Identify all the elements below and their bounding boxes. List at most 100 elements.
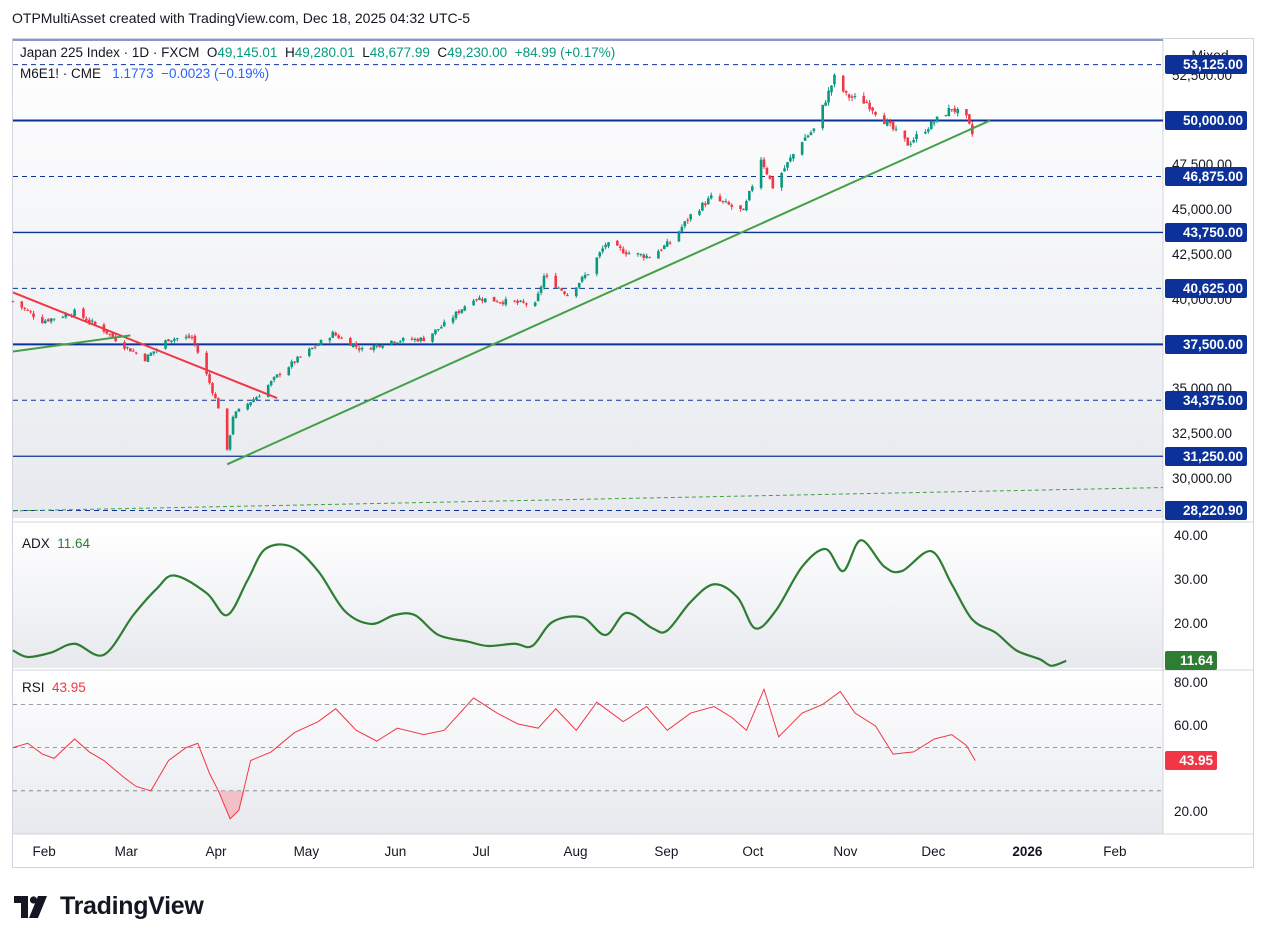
candle-body: [768, 175, 772, 179]
candle-body: [231, 416, 235, 435]
rsi-axis-tick: 80.00: [1174, 674, 1208, 690]
time-axis-label: Apr: [205, 844, 227, 859]
low-value: 48,677.99: [369, 45, 430, 60]
candle-body: [451, 317, 455, 323]
candle-body: [847, 94, 851, 98]
candle-body: [401, 338, 405, 341]
candle-body: [827, 90, 830, 103]
candle-body: [888, 121, 892, 124]
candle-body: [381, 345, 384, 348]
candle-body: [718, 196, 722, 202]
candle-body: [26, 309, 29, 311]
candle-body: [278, 373, 282, 375]
time-axis-label: May: [293, 844, 320, 859]
candle-body: [114, 336, 117, 342]
candle-body: [750, 186, 754, 191]
price-level-badge[interactable]: 40,625.00: [1165, 278, 1247, 298]
tradingview-logo[interactable]: TradingView: [14, 892, 204, 921]
candle-body: [724, 201, 728, 203]
candle-body: [354, 343, 358, 347]
adx-name[interactable]: ADX: [22, 536, 50, 551]
candle-body: [607, 242, 610, 247]
candle-body: [871, 107, 874, 111]
candle-body: [149, 353, 153, 356]
rsi-legend: RSI 43.95: [22, 680, 86, 695]
candle-body: [792, 154, 795, 159]
candle-body: [935, 116, 939, 122]
rsi-axis-tick: 60.00: [1174, 718, 1208, 733]
candle-body: [372, 345, 376, 350]
time-axis-label: Feb: [32, 844, 56, 859]
candle-body: [93, 321, 97, 325]
candle-body: [885, 120, 889, 126]
candle-body: [727, 202, 731, 205]
candle-body: [255, 397, 258, 400]
candle-body: [522, 301, 525, 303]
candle-body: [595, 257, 599, 274]
candle-body: [249, 402, 252, 405]
rsi-name[interactable]: RSI: [22, 680, 45, 695]
candle-body: [932, 122, 936, 124]
candle-body: [390, 340, 393, 345]
candle-body: [903, 130, 907, 139]
candle-body: [698, 210, 701, 215]
candle-body: [43, 320, 47, 324]
candle-body: [85, 318, 88, 321]
uptrend-line: [226, 119, 991, 466]
adx-value-badge[interactable]: 11.64: [1165, 651, 1217, 671]
time-axis-label: Jun: [384, 844, 407, 859]
candle-body: [809, 132, 813, 135]
price-axis-tick: 30,000.00: [1172, 470, 1233, 486]
candle-body: [545, 275, 549, 277]
candle-body: [228, 435, 232, 450]
candle-body: [689, 214, 692, 220]
candle-body: [927, 129, 930, 132]
candle-body: [275, 374, 279, 378]
compare-symbol[interactable]: M6E1! · CME: [20, 66, 102, 81]
price-level-badge[interactable]: 28,220.90: [1165, 500, 1247, 520]
candle-body: [296, 356, 299, 363]
candle-body: [23, 307, 27, 309]
candle-body: [677, 231, 681, 242]
candle-body: [513, 300, 516, 302]
candle-body: [337, 335, 340, 339]
candle-body: [566, 295, 569, 297]
candle-body: [806, 135, 810, 138]
candle-body: [475, 299, 478, 301]
main-legend: Japan 225 Index · 1D · FXCM O49,145.01 H…: [20, 45, 615, 60]
symbol-title[interactable]: Japan 225 Index · 1D · FXCM: [20, 45, 200, 60]
time-axis-label: Sep: [654, 844, 679, 859]
candle-body: [706, 198, 710, 205]
candle-body: [460, 309, 464, 313]
price-level-badge[interactable]: 53,125.00: [1165, 55, 1247, 75]
price-level-badge[interactable]: 50,000.00: [1165, 111, 1247, 131]
candle-body: [457, 311, 461, 314]
price-level-badge[interactable]: 31,250.00: [1165, 446, 1247, 466]
time-axis-label: Aug: [563, 844, 588, 859]
price-level-badge[interactable]: 34,375.00: [1165, 390, 1247, 410]
price-axis-tick: 42,500.00: [1172, 246, 1233, 262]
candle-body: [481, 299, 484, 301]
candle-body: [334, 332, 338, 336]
candle-body: [131, 350, 135, 352]
candle-body: [557, 287, 560, 289]
candle-body: [944, 115, 948, 117]
candle-body: [830, 85, 833, 93]
candle-body: [52, 318, 56, 320]
price-level-badge[interactable]: 43,750.00: [1165, 222, 1247, 242]
candle-body: [175, 338, 179, 340]
price-level-badge[interactable]: 37,500.00: [1165, 334, 1247, 354]
candle-body: [211, 383, 214, 394]
candle-body: [123, 342, 126, 349]
time-axis-label: 2026: [1012, 844, 1043, 859]
candle-body: [234, 411, 238, 418]
price-level-badge[interactable]: 46,875.00: [1165, 167, 1247, 186]
candle-body: [833, 74, 836, 85]
rsi-value-badge[interactable]: 43.95: [1165, 751, 1217, 771]
rsi-pane: [13, 672, 1163, 834]
candle-body: [742, 208, 745, 211]
adx-pane: [13, 527, 1163, 668]
candle-body: [686, 219, 690, 221]
open-value: 49,145.01: [217, 45, 278, 60]
